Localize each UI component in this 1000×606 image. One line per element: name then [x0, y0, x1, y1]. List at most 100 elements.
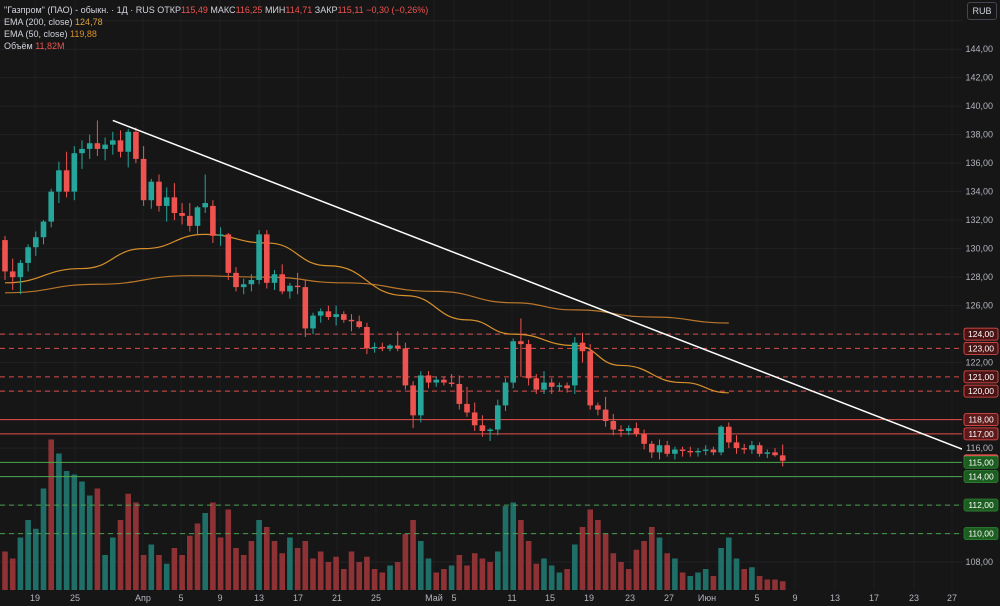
candle[interactable] — [117, 130, 124, 158]
level-price-tag[interactable]: 120,00 — [963, 384, 999, 398]
candle[interactable] — [325, 305, 332, 320]
candle[interactable] — [695, 448, 701, 457]
candle[interactable] — [48, 188, 54, 228]
candle[interactable] — [541, 371, 547, 394]
candle[interactable] — [63, 151, 70, 198]
candle[interactable] — [217, 227, 224, 246]
candle[interactable] — [618, 425, 624, 437]
candle[interactable] — [287, 282, 293, 299]
currency-button[interactable]: RUB — [967, 2, 997, 20]
candle[interactable] — [564, 382, 570, 393]
candle[interactable] — [233, 267, 239, 292]
candle[interactable] — [572, 336, 578, 394]
candle[interactable] — [225, 232, 232, 280]
candle[interactable] — [163, 187, 170, 222]
candle[interactable] — [672, 446, 678, 460]
ema50-line[interactable] — [4, 233, 729, 394]
candle[interactable] — [525, 339, 532, 386]
candle[interactable] — [294, 272, 301, 295]
candle[interactable] — [264, 230, 270, 289]
candle[interactable] — [248, 274, 255, 292]
candle[interactable] — [633, 422, 640, 437]
candle[interactable] — [156, 174, 162, 212]
candle[interactable] — [140, 146, 147, 206]
candle[interactable] — [333, 305, 339, 326]
candle[interactable] — [425, 371, 432, 389]
candle[interactable] — [86, 134, 93, 159]
candle[interactable] — [110, 131, 116, 155]
level-price-tag[interactable]: 124,00 — [963, 327, 999, 341]
candle[interactable] — [487, 428, 493, 441]
level-price-tag[interactable]: 123,00 — [963, 341, 999, 355]
candle[interactable] — [702, 445, 709, 456]
trendline[interactable] — [112, 119, 1000, 478]
candle[interactable] — [510, 338, 516, 389]
candle[interactable] — [587, 344, 593, 410]
candle[interactable] — [479, 415, 486, 437]
level-price-tag[interactable]: 110,00 — [963, 527, 999, 540]
candle[interactable] — [9, 258, 16, 290]
candle[interactable] — [179, 203, 185, 225]
candle[interactable] — [471, 402, 478, 431]
candle[interactable] — [341, 311, 347, 323]
candle[interactable] — [610, 413, 617, 436]
legend-ema200-row[interactable]: EMA (200, close) 124,78 — [4, 16, 428, 28]
candle[interactable] — [649, 440, 655, 459]
candle[interactable] — [410, 381, 416, 429]
candle[interactable] — [387, 344, 393, 352]
level-price-tag[interactable]: 114,00 — [963, 470, 999, 483]
level-price-tag[interactable]: 121,00 — [963, 370, 999, 384]
candle[interactable] — [356, 315, 362, 329]
candle[interactable] — [364, 322, 370, 355]
time-axis[interactable]: 19 25 Апр 5 9 13 17 21 25 Май 5 11 15 19 23 27 Июн 5 9 13 17… — [0, 590, 962, 606]
candle[interactable] — [687, 446, 694, 457]
candle[interactable] — [641, 429, 647, 450]
candle[interactable] — [25, 244, 31, 272]
candle[interactable] — [548, 378, 555, 394]
candle[interactable] — [56, 161, 62, 204]
candle[interactable] — [310, 312, 316, 335]
candle[interactable] — [33, 231, 39, 256]
trendline-layer[interactable] — [112, 119, 1000, 478]
candle[interactable] — [556, 382, 563, 392]
candle[interactable] — [240, 278, 247, 295]
candle[interactable] — [433, 376, 439, 387]
candle[interactable] — [371, 342, 378, 353]
candle[interactable] — [279, 264, 285, 295]
price-axis[interactable]: 144,00 142,00 140,00 138,00 136,00 134,00 132,… — [962, 0, 1000, 606]
candle[interactable] — [187, 203, 193, 232]
candle[interactable] — [733, 435, 740, 454]
level-price-tag[interactable]: 118,00 — [963, 413, 999, 426]
candle[interactable] — [302, 279, 309, 337]
candle[interactable] — [679, 446, 686, 457]
candle[interactable] — [595, 402, 601, 416]
candle[interactable] — [194, 205, 201, 235]
candle[interactable] — [256, 230, 262, 285]
candle[interactable] — [210, 200, 216, 243]
candle[interactable] — [726, 422, 732, 449]
candle[interactable] — [171, 183, 178, 221]
candle[interactable] — [441, 376, 447, 386]
candle[interactable] — [518, 318, 524, 377]
level-price-tag[interactable]: 115,00 — [963, 455, 999, 469]
candle[interactable] — [495, 399, 501, 436]
candle[interactable] — [448, 374, 455, 387]
candle[interactable] — [125, 128, 131, 168]
candle[interactable] — [718, 425, 724, 456]
candle[interactable] — [317, 308, 324, 323]
candle[interactable] — [94, 120, 101, 157]
candle[interactable] — [772, 448, 778, 457]
candle[interactable] — [2, 235, 8, 280]
candle[interactable] — [102, 137, 108, 161]
candle[interactable] — [764, 449, 771, 459]
candle[interactable] — [418, 371, 424, 423]
candle[interactable] — [741, 443, 747, 454]
candle[interactable] — [348, 314, 355, 332]
candle[interactable] — [756, 442, 763, 457]
candle[interactable] — [148, 178, 155, 209]
candle[interactable] — [664, 440, 670, 457]
candle[interactable] — [40, 220, 47, 245]
candle[interactable] — [464, 386, 470, 417]
candle[interactable] — [710, 446, 717, 456]
candle[interactable] — [602, 396, 609, 427]
